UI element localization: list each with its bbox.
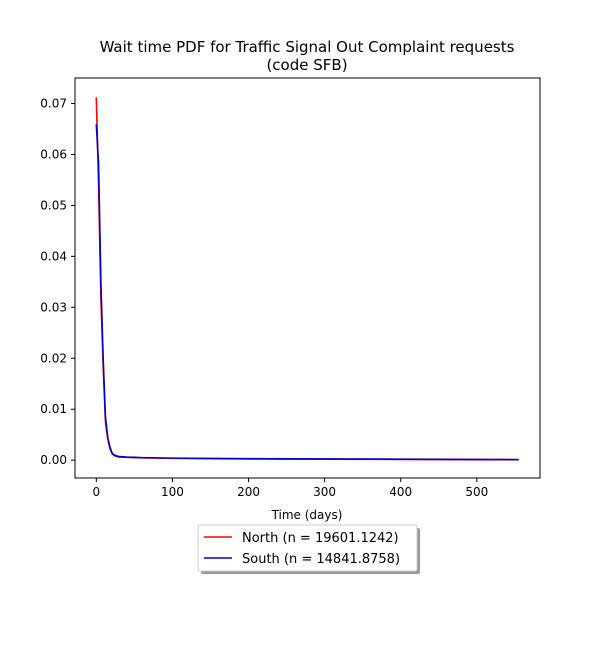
x-tick-label-1: 100 [161,485,184,499]
legend-box [197,524,418,572]
chart-title-line2: (code SFB) [266,56,347,74]
y-tick-label-0: 0.00 [40,453,67,467]
legend: North (n = 19601.1242) South (n = 14841.8… [197,524,420,574]
series-layer [95,97,519,461]
y-tick-label-2: 0.02 [40,351,67,365]
x-tick-label-4: 400 [389,485,412,499]
x-tick-label-5: 500 [465,485,488,499]
series-line-0 [95,97,519,461]
y-tick-label-4: 0.04 [40,249,67,263]
plot-frame [74,77,541,479]
y-tick-label-7: 0.07 [40,96,67,110]
series-line-1 [95,124,519,461]
legend-label-1: South (n = 14841.8758) [242,552,400,567]
x-tick-label-2: 200 [237,485,260,499]
chart-title-line1: Wait time PDF for Traffic Signal Out Com… [100,38,515,56]
x-axis: 0 100 200 300 400 500 [92,478,488,499]
legend-label-0: North (n = 19601.1242) [242,531,399,546]
x-tick-label-3: 300 [313,485,336,499]
y-tick-label-5: 0.05 [40,198,67,212]
y-axis: 0.00 0.01 0.02 0.03 0.04 0.05 0.06 0.07 [40,96,75,467]
x-tick-label-0: 0 [92,485,100,499]
x-axis-label: Time (days) [271,508,343,522]
y-tick-label-1: 0.01 [40,402,67,416]
y-tick-label-6: 0.06 [40,147,67,161]
y-tick-label-3: 0.03 [40,300,67,314]
